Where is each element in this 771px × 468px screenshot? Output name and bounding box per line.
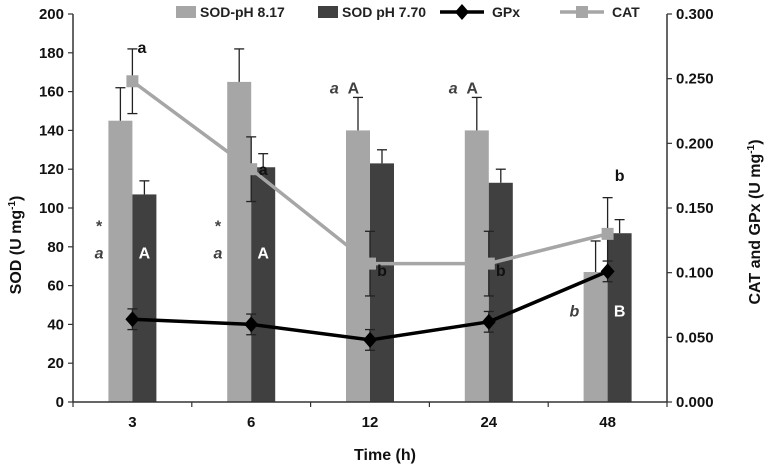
legend-label: CAT <box>612 4 640 20</box>
markers-layer <box>125 75 615 348</box>
annotation-label: A <box>139 245 151 262</box>
bar-sod-ph817-3 <box>108 120 133 402</box>
annotation-label: * <box>96 218 103 235</box>
y2-axis-title-tail: ) <box>747 139 764 144</box>
x-tick-label: 6 <box>247 414 255 431</box>
point-gpx-12 <box>363 331 377 348</box>
annotation-label: a <box>137 40 146 57</box>
annotation-label: a <box>213 245 222 262</box>
point-cat-3 <box>126 75 139 88</box>
point-gpx-48 <box>600 263 615 280</box>
y2-axis-title-sup: -1 <box>746 144 757 153</box>
legend-marker <box>576 6 588 18</box>
legend-swatch <box>176 6 196 18</box>
y-tick-label: 200 <box>39 6 64 23</box>
annotation-label: * <box>215 218 222 235</box>
legend-label: GPx <box>492 4 520 20</box>
bar-sod-ph817-48 <box>583 272 608 402</box>
y2-tick-label: 0.000 <box>676 394 714 411</box>
axes-layer <box>68 13 672 407</box>
y-tick-label: 100 <box>39 200 64 217</box>
annotation-label: b <box>377 263 387 280</box>
point-cat-12 <box>364 257 376 270</box>
y-tick-label: 0 <box>56 394 64 411</box>
legend-marker <box>455 4 469 20</box>
annotation-label: b <box>569 304 579 321</box>
y2-tick-label: 0.050 <box>676 329 714 346</box>
annotation-label: A <box>466 81 478 98</box>
annotation-label: A <box>257 245 269 262</box>
annotation-label: b <box>615 168 625 185</box>
point-gpx-3 <box>125 311 140 328</box>
y2-tick-label: 0.100 <box>676 265 714 282</box>
annotation-label: a <box>95 245 104 262</box>
legend: SOD-pH 8.17 SOD pH 7.70 GPx CAT <box>176 4 640 20</box>
y-tick-label: 80 <box>47 239 64 256</box>
point-gpx-6 <box>244 316 259 333</box>
y-tick-label: 140 <box>39 122 64 139</box>
y2-tick-label: 0.300 <box>676 6 714 23</box>
y2-tick-label: 0.250 <box>676 71 714 88</box>
bar-sod-ph770-3 <box>132 194 157 402</box>
y-tick-label: 160 <box>39 84 64 101</box>
annotation-label: a <box>330 81 339 98</box>
annotation-label: A <box>348 81 360 98</box>
y-tick-label: 20 <box>47 355 64 372</box>
point-cat-6 <box>245 163 258 176</box>
legend-swatch <box>318 6 338 18</box>
point-gpx-24 <box>481 313 496 330</box>
point-cat-48 <box>601 227 614 240</box>
annotation-label: B <box>614 304 626 321</box>
y2-axis-title: CAT and GPx (U mg-1) <box>746 139 764 304</box>
y-tick-label: 120 <box>39 161 64 178</box>
y-axis-title-sup: -1 <box>7 201 18 210</box>
bar-sod-ph770-24 <box>488 182 513 402</box>
tick-labels-layer: 0 20 40 60 80 100 120 140 160 180 200 0.000 0.050 0.1… <box>39 6 714 431</box>
annotation-label: * <box>260 218 267 235</box>
point-cat-24 <box>482 257 495 270</box>
y-axis-title-main: SOD (U mg <box>8 210 25 294</box>
y-axis-title: SOD (U mg-1) <box>7 196 25 295</box>
y-tick-label: 60 <box>47 278 64 295</box>
bar-sod-ph770-12 <box>370 163 394 402</box>
bar-sod-ph817-6 <box>227 81 252 403</box>
legend-label: SOD pH 7.70 <box>342 4 426 20</box>
x-tick-label: 48 <box>599 414 616 431</box>
x-tick-label: 3 <box>128 414 136 431</box>
bar-sod-ph770-6 <box>251 167 276 402</box>
x-axis-title: Time (h) <box>354 447 416 464</box>
x-tick-label: 24 <box>480 414 497 431</box>
annotation-label: a <box>259 162 268 179</box>
y-tick-label: 40 <box>47 316 64 333</box>
legend-label: SOD-pH 8.17 <box>200 4 285 20</box>
y-tick-label: 180 <box>39 45 64 62</box>
y2-tick-label: 0.200 <box>676 135 714 152</box>
x-tick-label: 12 <box>362 414 379 431</box>
annotation-label: b <box>496 263 506 280</box>
annotation-label: * <box>141 218 148 235</box>
y2-axis-title-main: CAT and GPx (U mg <box>747 154 764 305</box>
y2-tick-label: 0.150 <box>676 200 714 217</box>
annotation-label: a <box>449 81 458 98</box>
y-axis-title-tail: ) <box>8 196 25 201</box>
